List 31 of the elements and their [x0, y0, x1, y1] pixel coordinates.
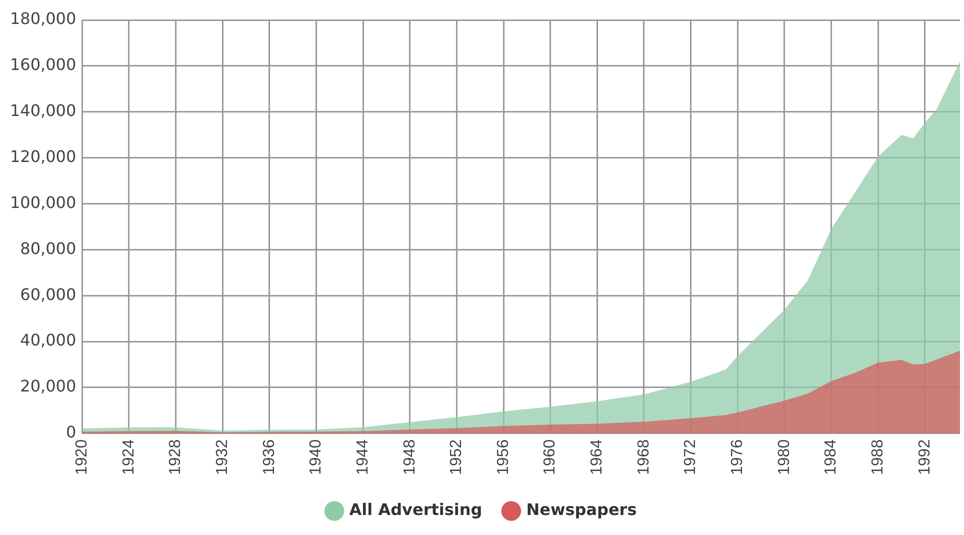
x-tick-label: 1924 [120, 439, 138, 475]
x-tick-label: 1928 [167, 439, 184, 475]
y-tick-label: 180,000 [10, 9, 76, 28]
y-tick-label: 0 [66, 422, 76, 442]
y-tick-label: 140,000 [10, 101, 76, 120]
x-tick-label: 1976 [729, 439, 746, 475]
y-tick-label: 160,000 [10, 55, 76, 74]
x-tick-label: 1972 [682, 439, 700, 475]
y-tick-label: 80,000 [20, 238, 76, 258]
x-tick-label: 1968 [635, 439, 652, 475]
legend-label: Newspapers [526, 500, 637, 520]
legend-label: All Advertising [349, 500, 482, 520]
y-tick-label: 120,000 [10, 146, 76, 166]
x-tick-label: 1952 [448, 439, 466, 475]
x-tick-label: 1960 [542, 439, 559, 475]
x-tick-label: 1944 [354, 439, 372, 475]
x-tick-label: 1988 [869, 439, 886, 475]
x-tick-label: 1948 [401, 439, 418, 475]
x-tick-label: 1932 [214, 439, 232, 475]
y-tick-label: 40,000 [20, 330, 76, 350]
x-tick-label: 1936 [260, 439, 278, 475]
x-tick-label: 1956 [494, 439, 512, 475]
x-tick-label: 1920 [74, 439, 91, 475]
y-tick-label: 100,000 [10, 192, 76, 212]
y-tick-label: 60,000 [20, 284, 76, 304]
x-tick-label: 1984 [822, 439, 840, 475]
x-tick-label: 1980 [776, 439, 793, 475]
x-tick-label: 1992 [916, 439, 934, 475]
x-tick-label: 1940 [308, 439, 325, 475]
y-tick-label: 20,000 [20, 376, 76, 396]
x-tick-label: 1964 [588, 439, 606, 475]
